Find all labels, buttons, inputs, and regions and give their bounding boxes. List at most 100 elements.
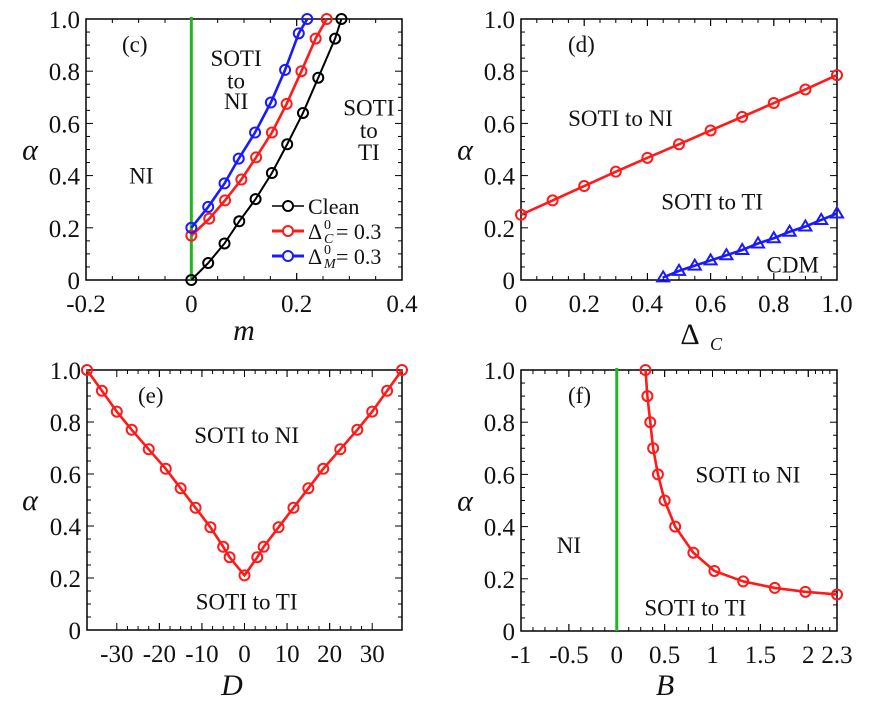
region-label: to xyxy=(360,118,378,143)
x-tick-label: -20 xyxy=(143,641,176,668)
y-tick-label: 0 xyxy=(68,268,81,295)
legend-marker-0 xyxy=(282,200,294,212)
y-tick-label: 0.4 xyxy=(484,164,516,191)
data-point xyxy=(704,124,717,137)
data-point xyxy=(281,138,294,151)
y-tick-label: 1.0 xyxy=(484,7,515,34)
legend-superscript: 0 xyxy=(324,243,331,258)
data-point-triangle xyxy=(687,257,703,271)
y-tick-label: 1.0 xyxy=(50,358,81,385)
data-point xyxy=(174,482,187,495)
data-point xyxy=(768,581,781,594)
y-tick-label: 0 xyxy=(503,619,516,646)
data-point xyxy=(609,165,622,178)
data-point xyxy=(218,177,231,190)
data-point xyxy=(159,462,172,475)
data-point xyxy=(396,364,408,376)
x-tick-label: -1 xyxy=(511,642,532,669)
y-tick-label: 1.0 xyxy=(49,7,80,34)
data-point xyxy=(203,212,216,225)
data-point xyxy=(265,126,278,139)
data-point xyxy=(185,221,198,234)
y-tick-label: 0.4 xyxy=(49,164,81,191)
data-point xyxy=(669,520,682,533)
x-tick-label: 1.5 xyxy=(745,642,776,669)
x-tick-label: -30 xyxy=(100,641,133,668)
legend-superscript: 0 xyxy=(324,218,331,233)
data-point xyxy=(219,194,232,207)
data-point xyxy=(232,152,245,165)
data-point xyxy=(185,229,198,242)
data-point-triangle xyxy=(655,269,671,283)
data-point xyxy=(312,71,325,84)
data-point xyxy=(249,193,262,206)
data-point xyxy=(142,443,155,456)
data-point xyxy=(515,208,527,221)
data-point-triangle xyxy=(702,252,719,266)
data-point-triangle xyxy=(750,235,766,249)
x-tick-label: 0 xyxy=(515,291,528,318)
data-point xyxy=(238,569,251,582)
y-axis-label: α xyxy=(457,485,474,518)
data-point xyxy=(95,384,108,397)
x-tick-label: 0 xyxy=(238,641,251,668)
data-point xyxy=(251,551,264,564)
legend-subscript: C xyxy=(324,232,334,247)
data-point-triangle xyxy=(734,242,750,255)
region-label: SOTI to TI xyxy=(196,589,298,614)
legend-value: = 0.3 xyxy=(336,244,381,269)
data-point xyxy=(235,173,248,186)
data-point xyxy=(189,501,202,514)
x-tick-label: 1 xyxy=(706,642,719,669)
data-point xyxy=(651,468,664,481)
data-point xyxy=(673,138,685,151)
data-point xyxy=(329,32,342,45)
y-tick-label: 0.4 xyxy=(484,515,516,542)
region-label: SOTI to NI xyxy=(568,106,673,131)
panel-e: -30 -20 -10 0 10 20 30 0 0.2 0.4 0.6 0.8 1.0 α D (e) SOT… xyxy=(22,358,408,702)
panel-label: (f) xyxy=(568,383,591,408)
x-tick-label: 30 xyxy=(360,641,385,668)
data-point xyxy=(265,166,278,179)
series-line-0 xyxy=(520,73,838,216)
region-label: NI xyxy=(224,89,248,114)
region-label: SOTI to TI xyxy=(644,596,746,621)
x-axis-label: B xyxy=(656,669,674,702)
y-tick-label: 0.8 xyxy=(484,59,515,86)
data-point-triangle xyxy=(829,205,845,219)
x-axis-label: D xyxy=(220,669,243,702)
x-tick-label: 0.5 xyxy=(649,642,680,669)
panel-f: -1 -0.5 0 0.5 1 1.5 2 2.3 0 0.2 0.4 0.6 0.8 1.0 α B (f) N… xyxy=(457,358,853,702)
region-label: SOTI to TI xyxy=(661,190,763,215)
data-point xyxy=(296,106,309,119)
data-point xyxy=(301,13,314,25)
region-label: SOTI to NI xyxy=(696,462,801,487)
series-line-0 xyxy=(644,369,838,596)
y-tick-label: 0.2 xyxy=(49,216,80,243)
data-point xyxy=(110,405,123,418)
data-point xyxy=(578,180,591,193)
data-point xyxy=(639,364,652,376)
legend-subscript: M xyxy=(323,257,337,272)
data-point xyxy=(767,97,780,110)
panel-c: -0.2 0 0.2 0.400.20.40.60.81.0αm(c)NISOTIto… xyxy=(22,7,418,347)
y-tick-label: 0.8 xyxy=(50,410,81,437)
data-point xyxy=(831,588,843,601)
y-axis-label: α xyxy=(22,484,39,517)
x-tick-label: 0.4 xyxy=(386,291,418,318)
y-tick-label: 0.2 xyxy=(484,567,515,594)
data-point xyxy=(218,237,231,250)
data-point xyxy=(334,443,347,456)
y-tick-label: 0.6 xyxy=(49,111,80,138)
data-point xyxy=(280,97,293,110)
y-tick-label: 0.8 xyxy=(484,410,515,437)
panel-d: 0 0.2 0.4 0.6 0.8 1.0 0 0.2 0.4 0.6 0.8 1.0 α Δ C (d) SO… xyxy=(457,7,853,354)
legend-label: Δ xyxy=(308,219,322,244)
x-tick-label: 2.3 xyxy=(821,642,852,669)
region-label: NI xyxy=(557,533,581,558)
x-tick-label: 0.4 xyxy=(632,291,664,318)
x-tick-label: 1.0 xyxy=(821,291,852,318)
region-label: SOTI xyxy=(343,96,394,121)
x-tick-label: 0 xyxy=(611,642,624,669)
